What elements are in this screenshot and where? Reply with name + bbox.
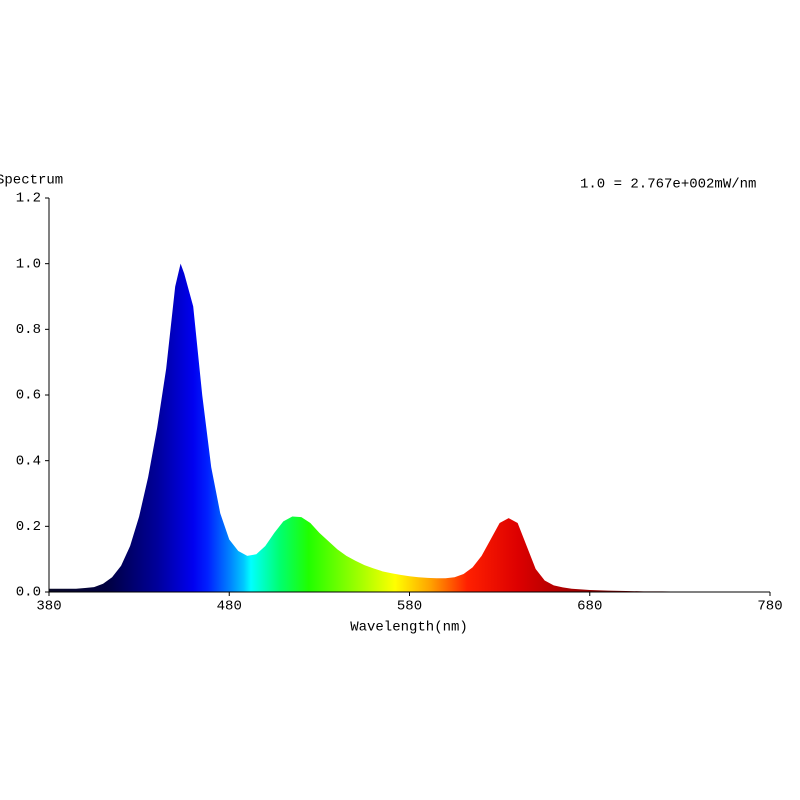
y-tick-label: 0.0 — [16, 585, 41, 601]
x-tick-label: 480 — [217, 599, 242, 615]
x-tick-label: 680 — [577, 599, 602, 615]
x-tick-label: 780 — [757, 599, 782, 615]
y-tick-label: 0.2 — [16, 519, 41, 535]
x-tick-label: 580 — [397, 599, 422, 615]
y-tick-label: 1.2 — [16, 191, 41, 207]
spectrum-area — [49, 263, 770, 592]
annotation: 1.0 = 2.767e+002mW/nm — [580, 177, 756, 193]
y-tick-label: 0.6 — [16, 388, 41, 404]
y-tick-label: 0.4 — [16, 453, 41, 469]
chart-title: Spectrum — [0, 173, 63, 189]
y-tick-label: 0.8 — [16, 322, 41, 338]
x-tick-label: 380 — [36, 599, 61, 615]
y-tick-label: 1.0 — [16, 256, 41, 272]
x-axis-label: Wavelength(nm) — [350, 620, 468, 636]
